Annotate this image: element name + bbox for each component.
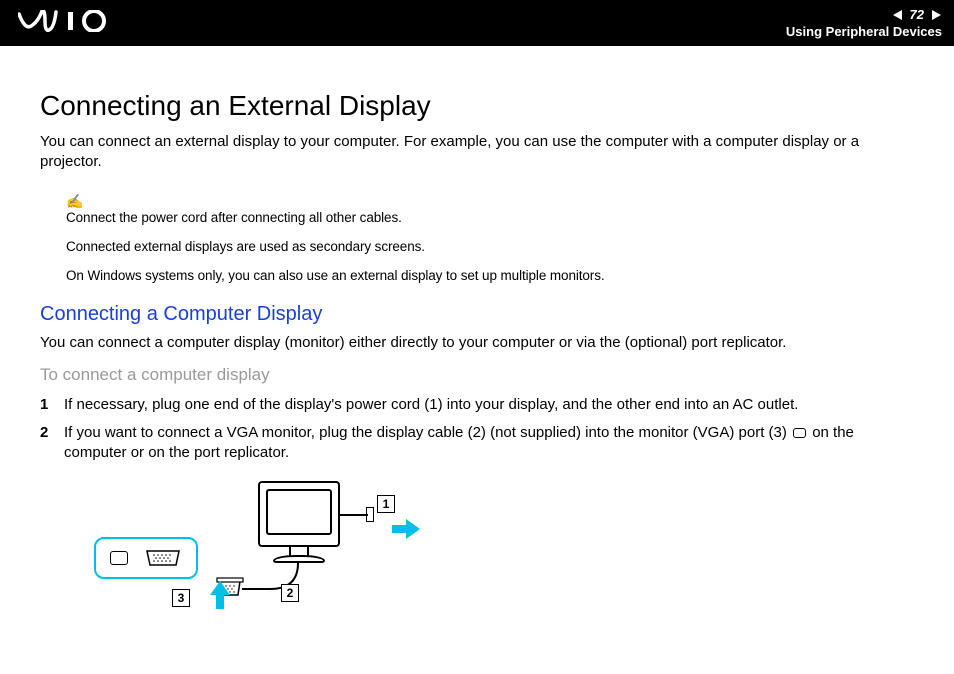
display-cable	[240, 563, 310, 603]
page-number: 72	[910, 7, 924, 22]
vaio-logo	[18, 10, 118, 37]
monitor-screen	[266, 489, 332, 535]
diagram-label-1: 1	[377, 495, 395, 513]
procedure-title: To connect a computer display	[40, 365, 914, 385]
intro-text: You can connect an external display to y…	[40, 132, 914, 173]
step-2: If you want to connect a VGA monitor, pl…	[40, 423, 914, 464]
connection-diagram: 1 2 3	[94, 481, 434, 631]
vga-port-icon	[143, 549, 183, 567]
page-content: Connecting an External Display You can c…	[0, 46, 954, 631]
step-1: If necessary, plug one end of the displa…	[40, 395, 914, 415]
diagram-label-2: 2	[281, 584, 299, 602]
header-right: 72 Using Peripheral Devices	[786, 7, 942, 39]
power-plug	[366, 507, 374, 522]
monitor-port-icon	[793, 428, 806, 438]
subsection-title: Connecting a Computer Display	[40, 303, 914, 326]
page-nav: 72	[892, 7, 942, 22]
monitor-body	[258, 481, 340, 547]
monitor-base	[273, 555, 325, 563]
note-line-3: On Windows systems only, you can also us…	[66, 268, 914, 283]
diagram-label-3: 3	[172, 589, 190, 607]
prev-page-icon[interactable]	[892, 9, 904, 21]
header-bar: 72 Using Peripheral Devices	[0, 0, 954, 46]
port-monitor-icon	[110, 551, 128, 565]
sub-intro: You can connect a computer display (moni…	[40, 334, 914, 351]
page-title: Connecting an External Display	[40, 90, 914, 122]
port-box	[94, 537, 198, 579]
note-icon: ✍	[66, 193, 914, 210]
section-name: Using Peripheral Devices	[786, 24, 942, 39]
steps-list: If necessary, plug one end of the displa…	[40, 395, 914, 464]
step-2-text-a: If you want to connect a VGA monitor, pl…	[64, 424, 791, 441]
power-cable	[340, 514, 368, 516]
note-line-1: Connect the power cord after connecting …	[66, 210, 914, 225]
arrow-right-icon	[392, 519, 422, 539]
note-block: ✍ Connect the power cord after connectin…	[66, 193, 914, 283]
note-line-2: Connected external displays are used as …	[66, 239, 914, 254]
arrow-up-icon	[210, 581, 230, 611]
next-page-icon[interactable]	[930, 9, 942, 21]
